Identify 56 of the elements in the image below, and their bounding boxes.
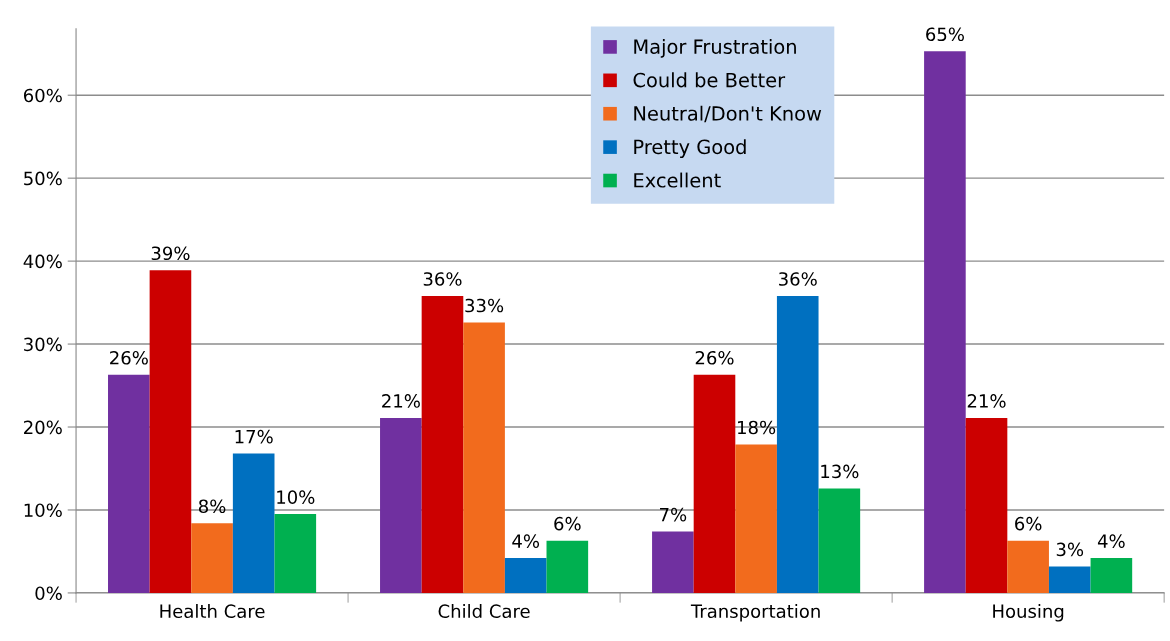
data-label: 26% [695, 350, 734, 365]
data-label: 3% [1056, 542, 1084, 557]
legend-label: Neutral/Don't Know [634, 105, 822, 123]
data-label: 7% [660, 507, 687, 522]
data-label: 18% [738, 420, 776, 435]
data-label: 39% [151, 246, 190, 261]
y-tick-label: 30% [24, 337, 62, 352]
bar [818, 488, 861, 593]
legend-label: Excellent [634, 172, 721, 188]
data-label: 21% [382, 394, 420, 408]
legend-label: Pretty Good [634, 139, 746, 158]
bar [652, 531, 694, 593]
bar [1007, 540, 1049, 593]
data-label: 13% [821, 464, 859, 479]
bar [191, 523, 233, 593]
legend-label: Major Frustration [634, 38, 796, 58]
bar [108, 374, 150, 593]
bar [965, 417, 1008, 593]
y-tick-label: 40% [23, 254, 62, 269]
legend-label: Could be Better [633, 72, 786, 88]
data-label: 36% [779, 272, 817, 286]
data-label: 33% [465, 298, 504, 313]
bar [924, 51, 966, 593]
bar [463, 322, 505, 593]
bar [546, 540, 589, 593]
data-label: 21% [967, 394, 1006, 408]
bar [232, 453, 275, 593]
x-tick-label: Child Care [438, 604, 530, 619]
bar [421, 295, 464, 593]
bar [149, 270, 192, 593]
data-label: 6% [554, 516, 581, 531]
data-label: 36% [423, 272, 462, 286]
data-label: 4% [512, 534, 540, 548]
x-tick-label: Transportation [690, 604, 820, 622]
x-tick-label: Housing [993, 604, 1064, 622]
data-label: 6% [1015, 516, 1042, 531]
bar [504, 558, 547, 593]
bar [776, 295, 819, 593]
data-label: 17% [235, 429, 273, 444]
data-label: 26% [110, 350, 148, 365]
data-label: 10% [277, 490, 315, 504]
bar [380, 417, 422, 593]
y-tick-label: 60% [23, 88, 62, 103]
y-tick-label: 0% [35, 586, 62, 601]
data-label: 65% [926, 27, 964, 42]
y-tick-label: 10% [24, 503, 62, 518]
bar [693, 374, 736, 593]
y-tick-label: 50% [24, 171, 62, 186]
bar [274, 514, 317, 593]
y-tick-label: 20% [24, 420, 62, 435]
bar [1090, 558, 1133, 593]
data-label: 4% [1097, 534, 1125, 548]
data-label: 8% [198, 499, 226, 514]
bar [735, 444, 777, 593]
x-tick-label: Health Care [160, 604, 265, 619]
bar [1048, 566, 1091, 593]
